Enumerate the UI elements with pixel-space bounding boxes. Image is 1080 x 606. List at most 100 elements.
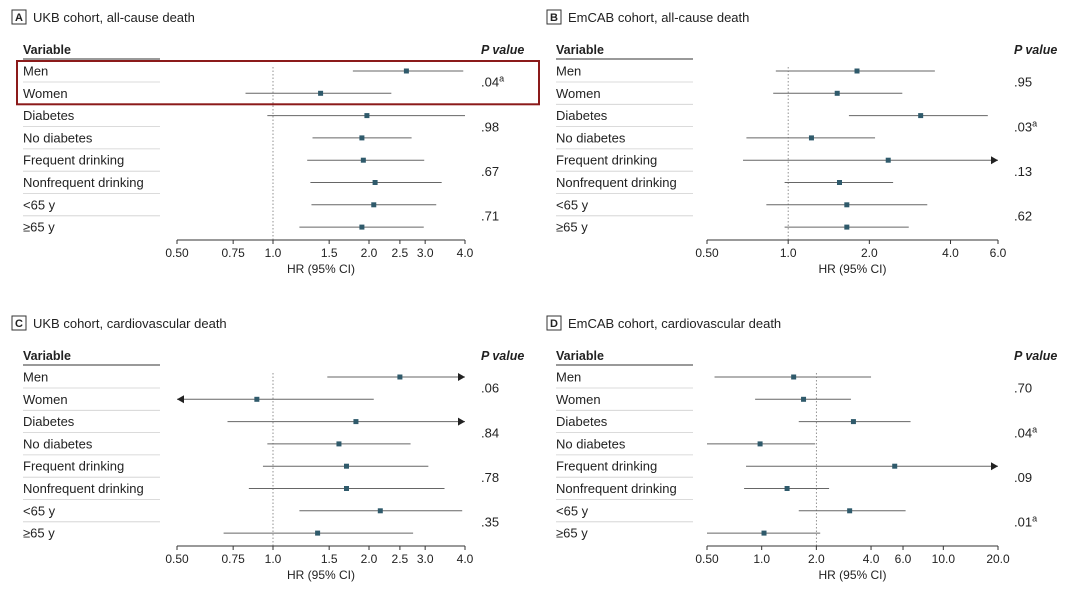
row-label: Frequent drinking (556, 153, 657, 168)
row-label: Frequent drinking (23, 153, 124, 168)
hr-point (364, 113, 370, 119)
p-value: .98 (481, 119, 499, 134)
x-axis-label: HR (95% CI) (287, 262, 355, 276)
hr-point (892, 463, 898, 469)
ci-arrow-right (991, 462, 998, 471)
row-label: Nonfrequent drinking (556, 481, 677, 496)
x-tick-label: 0.75 (221, 246, 245, 260)
panel-a: A UKB cohort, all-cause death Variable P va… (11, 9, 540, 276)
hr-point (318, 90, 324, 96)
row-label: Frequent drinking (556, 459, 657, 474)
x-tick-label: 1.0 (265, 246, 282, 260)
p-value: .70 (1014, 381, 1032, 396)
row-label: ≥65 y (23, 526, 55, 541)
hr-point (757, 441, 763, 447)
panel-letter: B (550, 12, 558, 24)
hr-point (847, 508, 853, 514)
x-tick-label: 1.0 (265, 552, 282, 566)
panel-letter: D (550, 318, 558, 330)
x-tick-label: 4.0 (863, 552, 880, 566)
panel-letter-box (11, 315, 27, 331)
header-p-value: P value (1014, 43, 1057, 57)
p-value-footnote: a (499, 74, 504, 84)
row-label: Men (23, 64, 48, 79)
panel-letter-box (546, 9, 562, 25)
hr-point (854, 68, 860, 74)
header-variable: Variable (23, 349, 71, 363)
hr-point (801, 396, 807, 402)
header-variable: Variable (556, 349, 604, 363)
row-label: <65 y (23, 503, 56, 518)
hr-point (918, 113, 924, 119)
panel-b: B EmCAB cohort, all-cause death Variable P … (546, 9, 1057, 276)
row-label: Women (556, 86, 601, 101)
x-axis-label: HR (95% CI) (287, 568, 355, 582)
x-tick-label: 2.5 (392, 552, 409, 566)
p-value-footnote: a (1032, 424, 1037, 434)
p-value: .01a (1014, 513, 1037, 529)
hr-point (836, 180, 842, 185)
hr-point (403, 68, 409, 74)
p-value: .04a (1014, 424, 1037, 440)
x-tick-label: 2.0 (361, 552, 378, 566)
hr-point (844, 224, 850, 230)
panel-title: EmCAB cohort, cardiovascular death (568, 316, 781, 331)
row-label: ≥65 y (23, 220, 55, 235)
row-label: Diabetes (556, 414, 608, 429)
x-tick-label: 4.0 (457, 246, 474, 260)
x-tick-label: 0.50 (695, 552, 719, 566)
hr-point (343, 486, 349, 491)
row-label: Diabetes (23, 108, 75, 123)
hr-point (397, 374, 403, 380)
hr-point (254, 396, 260, 402)
hr-point (808, 135, 814, 141)
row-label: Frequent drinking (23, 459, 124, 474)
row-label: Men (556, 64, 581, 79)
header-p-value: P value (1014, 349, 1057, 363)
header-p-value: P value (481, 43, 524, 57)
panel-letter-box (546, 315, 562, 331)
x-tick-label: 1.5 (321, 246, 338, 260)
x-tick-label: 2.5 (392, 246, 409, 260)
x-tick-label: 3.0 (417, 552, 434, 566)
x-tick-label: 10.0 (932, 552, 956, 566)
panel-title: EmCAB cohort, all-cause death (568, 10, 749, 25)
ci-arrow-left (177, 395, 184, 404)
p-value: .35 (481, 514, 499, 529)
row-label: Diabetes (556, 108, 608, 123)
p-value: .03a (1014, 118, 1037, 134)
row-label: No diabetes (556, 130, 626, 145)
p-value: .84 (481, 425, 499, 440)
panel-c: C UKB cohort, cardiovascular death Variabl… (11, 315, 524, 582)
x-tick-label: 2.0 (861, 246, 878, 260)
header-variable: Variable (556, 43, 604, 57)
p-value: .13 (1014, 164, 1032, 179)
row-label: Men (23, 370, 48, 385)
x-tick-label: 0.50 (165, 552, 189, 566)
hr-point (844, 202, 850, 208)
panel-letter: C (15, 318, 23, 330)
hr-point (834, 90, 840, 96)
p-value: .04a (481, 74, 504, 90)
x-tick-label: 0.50 (165, 246, 189, 260)
hr-point (761, 530, 767, 536)
x-tick-label: 6.0 (895, 552, 912, 566)
row-label: <65 y (23, 197, 56, 212)
row-label: Men (556, 370, 581, 385)
hr-point (850, 419, 856, 425)
x-tick-label: 2.0 (361, 246, 378, 260)
panel-letter: A (15, 12, 23, 24)
row-label: No diabetes (23, 436, 93, 451)
row-label: Nonfrequent drinking (23, 175, 144, 190)
p-value: .67 (481, 164, 499, 179)
ci-arrow-right (458, 417, 465, 426)
hr-point (784, 486, 790, 491)
x-tick-label: 3.0 (417, 246, 434, 260)
hr-point (315, 530, 321, 536)
header-p-value: P value (481, 349, 524, 363)
highlight-box (16, 60, 540, 106)
p-value: .71 (481, 208, 499, 223)
x-axis-label: HR (95% CI) (818, 568, 886, 582)
x-tick-label: 1.0 (753, 552, 770, 566)
